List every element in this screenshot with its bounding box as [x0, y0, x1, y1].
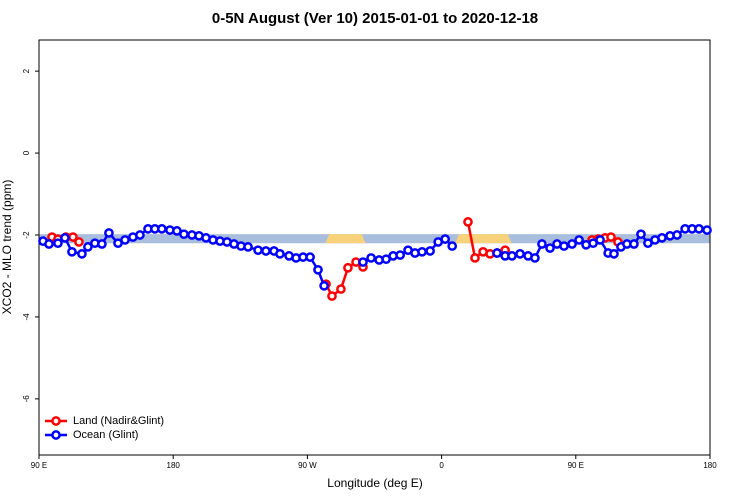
point [672, 230, 682, 240]
point [67, 246, 77, 257]
point [545, 243, 555, 253]
point [97, 239, 107, 249]
point [702, 225, 712, 235]
point [595, 235, 605, 245]
plot-frame [38, 39, 711, 456]
point [157, 224, 167, 234]
point [319, 280, 329, 291]
point [559, 241, 569, 251]
point [463, 217, 473, 227]
shading-band [455, 234, 512, 244]
point [417, 246, 427, 257]
point [530, 253, 540, 263]
legend-marker [51, 416, 61, 426]
point [425, 246, 435, 256]
point [606, 232, 616, 242]
x-tick-label: 90 W [298, 461, 317, 470]
x-tick-label: 90 E [568, 461, 584, 470]
point [60, 233, 70, 243]
point [179, 229, 189, 240]
point [636, 229, 646, 240]
point [343, 262, 353, 273]
point [609, 248, 619, 259]
point [657, 233, 667, 243]
point [83, 242, 93, 252]
point [53, 238, 63, 249]
point [261, 246, 271, 256]
point [253, 245, 263, 256]
y-tick-label: 2 [22, 68, 31, 73]
point [74, 237, 84, 247]
y-tick-label: 0 [22, 150, 31, 155]
point [327, 291, 337, 301]
point [574, 235, 584, 245]
chart-title: 0-5N August (Ver 10) 2015-01-01 to 2020-… [212, 10, 538, 27]
point [492, 248, 502, 258]
point [120, 235, 130, 245]
y-tick-label: -4 [22, 313, 31, 321]
legend-label: Land (Nadir&Glint) [73, 415, 164, 427]
point [440, 234, 451, 244]
point [447, 241, 458, 251]
x-tick-label: 0 [439, 461, 444, 470]
point [135, 230, 145, 240]
legend-marker [51, 430, 61, 440]
point [305, 252, 315, 262]
point [243, 242, 253, 252]
point [395, 250, 405, 260]
legend-label: Ocean (Glint) [73, 429, 138, 441]
x-tick-label: 180 [167, 461, 181, 470]
y-axis-label: XCO2 - MLO trend (ppm) [0, 180, 14, 315]
point [507, 251, 517, 261]
x-axis-label: Longitude (deg E) [327, 476, 422, 490]
point [104, 228, 114, 238]
x-tick-label: 90 E [31, 461, 47, 470]
point [44, 239, 54, 249]
point [567, 239, 577, 249]
y-tick-label: -6 [22, 395, 31, 403]
point [77, 248, 87, 259]
point [336, 284, 346, 294]
point [358, 257, 368, 267]
point [537, 239, 547, 249]
shading-band [325, 234, 366, 244]
point [470, 253, 480, 263]
point [275, 248, 285, 259]
point [366, 253, 376, 263]
point [515, 248, 525, 259]
point [313, 264, 323, 275]
y-tick-label: -2 [22, 231, 31, 239]
x-tick-label: 180 [703, 461, 717, 470]
point [629, 239, 639, 249]
point [694, 224, 704, 234]
